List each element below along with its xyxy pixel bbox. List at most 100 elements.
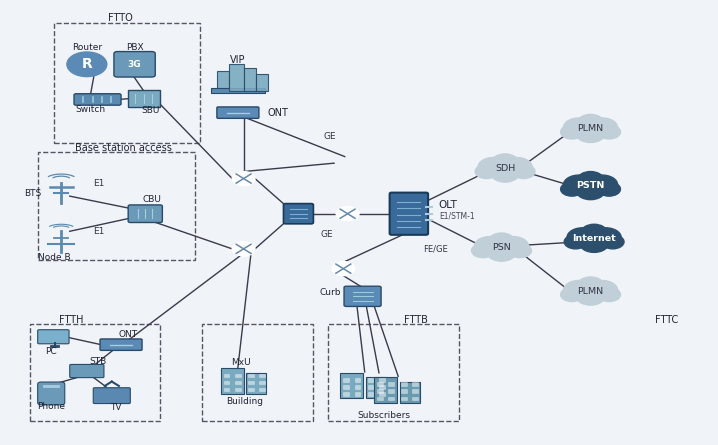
FancyBboxPatch shape xyxy=(340,373,363,398)
Circle shape xyxy=(561,287,584,302)
Circle shape xyxy=(493,154,518,170)
FancyBboxPatch shape xyxy=(401,389,406,393)
Circle shape xyxy=(561,125,584,139)
Text: Switch: Switch xyxy=(75,105,106,113)
Circle shape xyxy=(597,182,620,196)
FancyBboxPatch shape xyxy=(243,68,256,91)
FancyBboxPatch shape xyxy=(70,364,104,378)
Circle shape xyxy=(67,52,107,77)
FancyBboxPatch shape xyxy=(259,388,265,391)
FancyBboxPatch shape xyxy=(248,388,253,391)
FancyBboxPatch shape xyxy=(256,74,268,91)
FancyBboxPatch shape xyxy=(400,381,419,403)
Circle shape xyxy=(561,182,584,196)
Circle shape xyxy=(491,165,519,182)
FancyBboxPatch shape xyxy=(388,396,394,400)
FancyBboxPatch shape xyxy=(388,389,394,393)
FancyBboxPatch shape xyxy=(259,374,265,377)
FancyBboxPatch shape xyxy=(344,286,381,307)
FancyBboxPatch shape xyxy=(211,88,265,93)
Text: OLT: OLT xyxy=(439,200,457,210)
FancyBboxPatch shape xyxy=(355,385,360,388)
FancyBboxPatch shape xyxy=(401,396,406,400)
Circle shape xyxy=(582,224,607,240)
Circle shape xyxy=(472,243,495,258)
Text: TV: TV xyxy=(111,403,122,412)
Text: 3G: 3G xyxy=(128,60,141,69)
Circle shape xyxy=(578,114,603,130)
Text: GE: GE xyxy=(321,231,333,239)
Circle shape xyxy=(564,175,595,194)
FancyBboxPatch shape xyxy=(390,193,428,235)
FancyBboxPatch shape xyxy=(388,382,394,386)
Text: Base station access: Base station access xyxy=(75,143,172,153)
Text: FTTH: FTTH xyxy=(59,316,83,325)
Text: PC: PC xyxy=(45,347,57,356)
Text: Phone: Phone xyxy=(37,402,65,411)
FancyBboxPatch shape xyxy=(235,381,241,384)
FancyBboxPatch shape xyxy=(355,378,360,381)
Circle shape xyxy=(232,242,255,256)
Circle shape xyxy=(597,287,620,302)
Circle shape xyxy=(478,158,509,177)
Text: Router: Router xyxy=(72,43,102,52)
FancyBboxPatch shape xyxy=(377,382,383,386)
Text: Subscribers: Subscribers xyxy=(358,411,411,421)
FancyBboxPatch shape xyxy=(355,392,360,396)
FancyBboxPatch shape xyxy=(235,374,241,377)
FancyBboxPatch shape xyxy=(412,389,418,393)
FancyBboxPatch shape xyxy=(377,396,383,400)
Text: Internet: Internet xyxy=(572,234,616,243)
Circle shape xyxy=(475,165,498,178)
FancyBboxPatch shape xyxy=(114,52,155,77)
FancyBboxPatch shape xyxy=(374,377,397,403)
FancyBboxPatch shape xyxy=(412,382,418,386)
Text: Node B: Node B xyxy=(38,253,70,262)
Circle shape xyxy=(489,233,514,249)
Text: Curb: Curb xyxy=(320,288,341,297)
Text: E1/STM-1: E1/STM-1 xyxy=(439,211,475,220)
FancyBboxPatch shape xyxy=(343,378,349,381)
Text: R: R xyxy=(81,57,92,71)
Circle shape xyxy=(500,158,532,177)
Circle shape xyxy=(564,118,595,137)
Text: BTS: BTS xyxy=(24,189,41,198)
FancyBboxPatch shape xyxy=(223,381,229,384)
Text: FTTO: FTTO xyxy=(108,13,133,24)
FancyBboxPatch shape xyxy=(37,330,69,344)
Circle shape xyxy=(475,237,505,256)
FancyBboxPatch shape xyxy=(223,388,229,391)
Circle shape xyxy=(577,287,605,305)
Text: STB: STB xyxy=(90,357,107,366)
Circle shape xyxy=(597,125,620,139)
FancyBboxPatch shape xyxy=(129,205,162,222)
FancyBboxPatch shape xyxy=(100,339,142,350)
Circle shape xyxy=(587,175,617,194)
FancyBboxPatch shape xyxy=(129,90,159,107)
Circle shape xyxy=(488,243,516,261)
Circle shape xyxy=(589,228,621,247)
Circle shape xyxy=(508,243,531,258)
FancyBboxPatch shape xyxy=(379,378,385,381)
Circle shape xyxy=(497,237,528,256)
Text: Building: Building xyxy=(226,397,264,406)
FancyBboxPatch shape xyxy=(343,392,349,396)
Circle shape xyxy=(336,206,359,221)
Text: PLMN: PLMN xyxy=(577,124,604,133)
FancyBboxPatch shape xyxy=(248,374,253,377)
Circle shape xyxy=(578,277,603,293)
Text: ONT: ONT xyxy=(118,330,138,339)
FancyBboxPatch shape xyxy=(401,382,406,386)
FancyBboxPatch shape xyxy=(368,385,373,388)
Circle shape xyxy=(577,182,605,200)
FancyBboxPatch shape xyxy=(368,378,373,381)
FancyBboxPatch shape xyxy=(221,368,243,394)
Text: FTTC: FTTC xyxy=(655,316,678,325)
Text: E1: E1 xyxy=(93,227,105,236)
Circle shape xyxy=(587,118,617,137)
Text: PSTN: PSTN xyxy=(577,181,605,190)
Circle shape xyxy=(512,165,535,178)
FancyBboxPatch shape xyxy=(235,388,241,391)
Text: ONT: ONT xyxy=(268,108,289,117)
FancyBboxPatch shape xyxy=(412,396,418,400)
